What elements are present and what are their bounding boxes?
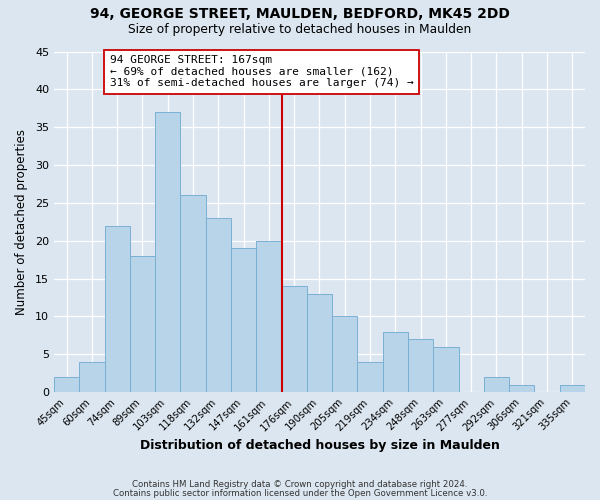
X-axis label: Distribution of detached houses by size in Maulden: Distribution of detached houses by size … — [140, 440, 499, 452]
Bar — [54, 377, 79, 392]
Text: Size of property relative to detached houses in Maulden: Size of property relative to detached ho… — [128, 22, 472, 36]
Bar — [231, 248, 256, 392]
Bar — [307, 294, 332, 392]
Bar — [560, 384, 585, 392]
Bar — [104, 226, 130, 392]
Bar — [433, 346, 458, 392]
Bar — [281, 286, 307, 392]
Text: 94 GEORGE STREET: 167sqm
← 69% of detached houses are smaller (162)
31% of semi-: 94 GEORGE STREET: 167sqm ← 69% of detach… — [110, 56, 413, 88]
Bar — [383, 332, 408, 392]
Y-axis label: Number of detached properties: Number of detached properties — [15, 129, 28, 315]
Bar — [408, 339, 433, 392]
Bar — [484, 377, 509, 392]
Bar — [155, 112, 181, 392]
Bar — [256, 240, 281, 392]
Text: 94, GEORGE STREET, MAULDEN, BEDFORD, MK45 2DD: 94, GEORGE STREET, MAULDEN, BEDFORD, MK4… — [90, 8, 510, 22]
Text: Contains HM Land Registry data © Crown copyright and database right 2024.: Contains HM Land Registry data © Crown c… — [132, 480, 468, 489]
Bar — [332, 316, 358, 392]
Bar — [181, 196, 206, 392]
Bar — [130, 256, 155, 392]
Bar — [79, 362, 104, 392]
Text: Contains public sector information licensed under the Open Government Licence v3: Contains public sector information licen… — [113, 489, 487, 498]
Bar — [358, 362, 383, 392]
Bar — [509, 384, 535, 392]
Bar — [206, 218, 231, 392]
